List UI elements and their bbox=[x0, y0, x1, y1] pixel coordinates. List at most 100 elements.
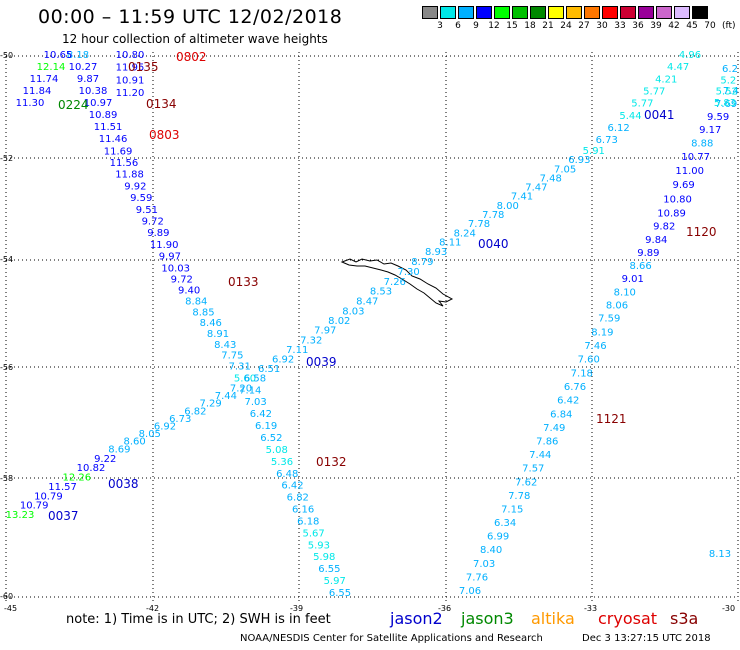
pass-time-label: 0802 bbox=[176, 50, 207, 64]
legend-jason2: jason2 bbox=[390, 609, 443, 628]
wave-height-value: 10.89 bbox=[89, 110, 118, 121]
color-swatch-15 bbox=[692, 6, 708, 19]
pass-time-label: 0135 bbox=[128, 60, 159, 74]
wave-height-value: 7.15 bbox=[501, 505, 523, 516]
wave-height-value: 11.30 bbox=[16, 98, 45, 109]
wave-height-value: 8.53 bbox=[370, 287, 392, 298]
wave-height-value: 7.41 bbox=[511, 192, 533, 203]
wave-height-value: 5.36 bbox=[271, 457, 293, 468]
color-swatch-13 bbox=[656, 6, 672, 19]
wave-height-value: 6.18 bbox=[297, 517, 319, 528]
wave-height-value: 10.03 bbox=[161, 263, 190, 274]
wave-height-value: 5.60 bbox=[234, 373, 256, 384]
wave-height-value: 10.38 bbox=[79, 86, 108, 97]
color-label-6: 21 bbox=[542, 21, 554, 31]
color-scale-unit: (ft) bbox=[722, 21, 736, 31]
color-label-9: 30 bbox=[596, 21, 608, 31]
wave-height-value: 5.52 bbox=[716, 87, 738, 98]
pass-labels: 0802 0135 0224 0134 0803 0133 0039 0132 0038 0037… bbox=[48, 50, 717, 523]
wave-height-value: 6.2 bbox=[722, 64, 738, 75]
color-swatch-14 bbox=[674, 6, 690, 19]
wave-height-value: 11.00 bbox=[675, 166, 704, 177]
lon-label-36: -36 bbox=[438, 604, 451, 613]
wave-height-value: 6.84 bbox=[550, 409, 572, 420]
wave-height-value: 8.46 bbox=[200, 318, 222, 329]
wave-height-value: 12.26 bbox=[62, 473, 91, 484]
color-label-13: 42 bbox=[668, 21, 680, 31]
wave-height-value: 6.92 bbox=[272, 355, 294, 366]
wave-height-value: 9.22 bbox=[94, 454, 116, 465]
pass-time-label: 0041 bbox=[644, 108, 675, 122]
wave-height-value: 9.69 bbox=[672, 180, 694, 191]
wave-height-value: 7.78 bbox=[482, 210, 504, 221]
wave-height-value: 6.42 bbox=[281, 481, 303, 492]
units-note: note: 1) Time is in UTC; 2) SWH is in fe… bbox=[66, 612, 331, 627]
wave-height-value: 9.89 bbox=[147, 228, 169, 239]
wave-height-value: 6.19 bbox=[255, 421, 277, 432]
color-label-10: 33 bbox=[614, 21, 626, 31]
wave-height-value: 8.85 bbox=[192, 307, 214, 318]
color-swatch-12 bbox=[638, 6, 654, 19]
wave-height-value: 5.44 bbox=[619, 111, 641, 122]
wave-height-value: 8.91 bbox=[207, 329, 229, 340]
wave-height-value: 11.69 bbox=[104, 146, 133, 157]
wave-height-value: 10.27 bbox=[69, 62, 98, 73]
wave-height-value: 11.74 bbox=[30, 74, 59, 85]
wave-height-value: 4.21 bbox=[655, 74, 677, 85]
wave-height-value: 9.51 bbox=[136, 205, 158, 216]
wave-height-value: 7.62 bbox=[515, 477, 537, 488]
color-label-2: 9 bbox=[473, 21, 479, 31]
color-swatch-10 bbox=[602, 6, 618, 19]
wave-height-value: 6.82 bbox=[184, 406, 206, 417]
footer-credit: NOAA/NESDIS Center for Satellite Applica… bbox=[240, 633, 543, 644]
wave-height-value: 10.79 bbox=[20, 501, 49, 512]
color-swatch-2 bbox=[458, 6, 474, 19]
altimeter-tracks: 8.1810.279.8710.3810.9710.8911.5111.4611… bbox=[6, 50, 740, 599]
wave-height-value: 6.42 bbox=[250, 409, 272, 420]
color-swatch-8 bbox=[566, 6, 582, 19]
wave-height-value: 7.76 bbox=[466, 572, 488, 583]
color-label-5: 18 bbox=[524, 21, 536, 31]
pass-time-label: 1120 bbox=[686, 225, 717, 239]
wave-height-value: 8.66 bbox=[629, 261, 651, 272]
wave-height-value: 11.84 bbox=[23, 86, 52, 97]
wave-height-value: 13.23 bbox=[6, 510, 35, 521]
wave-height-value: 6.93 bbox=[568, 155, 590, 166]
wave-height-value: 9.72 bbox=[171, 275, 193, 286]
wave-height-value: 9.84 bbox=[645, 235, 667, 246]
wave-height-value: 5.83 bbox=[714, 98, 736, 109]
wave-height-value: 10.77 bbox=[681, 152, 710, 163]
pass-time-label: 0803 bbox=[149, 128, 180, 142]
wave-height-value: 5.97 bbox=[324, 576, 346, 587]
wave-height-value: 8.84 bbox=[185, 296, 207, 307]
color-label-1: 6 bbox=[455, 21, 461, 31]
wave-height-value: 6.12 bbox=[607, 123, 629, 134]
wave-height-value: 11.57 bbox=[48, 482, 77, 493]
wave-height-value: 4.96 bbox=[679, 50, 701, 61]
legend-cryosat: cryosat bbox=[598, 609, 658, 628]
wave-height-value: 6.55 bbox=[318, 564, 340, 575]
wave-height-value: 6.73 bbox=[596, 135, 618, 146]
lat-label-52: -52 bbox=[0, 154, 13, 163]
wave-height-value: 8.06 bbox=[606, 300, 628, 311]
wave-height-value: 10.65 bbox=[44, 50, 73, 61]
wave-height-value: 11.51 bbox=[94, 122, 123, 133]
wave-height-value: 9.17 bbox=[699, 125, 721, 136]
wave-height-value: 8.88 bbox=[691, 138, 713, 149]
south-georgia-coastline bbox=[340, 258, 454, 307]
wave-height-value: 7.30 bbox=[397, 267, 419, 278]
wave-height-value: 5.91 bbox=[583, 146, 605, 157]
wave-height-value: 9.59 bbox=[130, 193, 152, 204]
wave-height-value: 6.42 bbox=[557, 396, 579, 407]
wave-height-value: 8.00 bbox=[497, 201, 519, 212]
color-swatch-9 bbox=[584, 6, 600, 19]
wave-height-value: 9.40 bbox=[178, 286, 200, 297]
wave-height-value: 8.18 bbox=[67, 50, 89, 61]
color-swatch-6 bbox=[530, 6, 546, 19]
lat-label-60: -60 bbox=[0, 592, 13, 601]
wave-height-value: 8.93 bbox=[425, 247, 447, 258]
color-label-15: 70 bbox=[704, 21, 716, 31]
wave-height-value: 6.48 bbox=[276, 469, 298, 480]
wave-height-value: 7.57 bbox=[522, 464, 544, 475]
